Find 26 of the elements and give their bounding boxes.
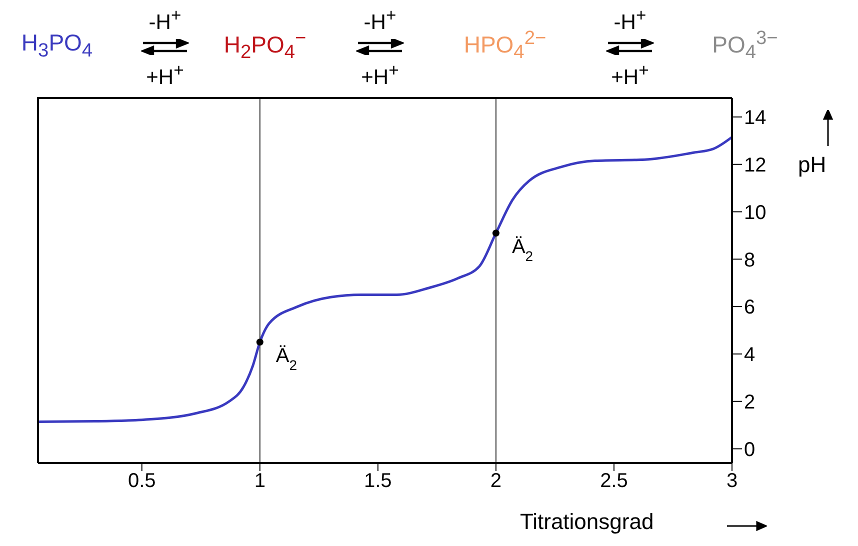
y-tick-label: 0 <box>744 438 756 461</box>
y-tick-label: 2 <box>744 391 756 414</box>
annotation: Ä$_{2}$ <box>512 236 534 264</box>
y-tick-label: 12 <box>744 154 766 176</box>
x-tick-label: 2 <box>490 470 502 492</box>
x-tick-label: 2.5 <box>600 470 628 492</box>
text: +H$^{+}$ <box>361 60 399 90</box>
text: -H$^{+}$ <box>614 5 646 35</box>
text: +H$^{+}$ <box>146 60 184 90</box>
y-tick-label: 8 <box>744 249 756 272</box>
text: -H$^{+}$ <box>148 5 182 35</box>
y-tick-label: 10 <box>744 202 766 224</box>
text: H$_{3}$PO$_{4}$ <box>21 30 93 62</box>
y-axis-title: pH <box>798 152 826 178</box>
text: -H$^{+}$ <box>364 5 396 35</box>
y-tick-label: 4 <box>744 344 756 366</box>
annotation: Ä$_{2}$ <box>276 345 298 374</box>
y-tick-label: 6 <box>744 296 756 319</box>
text: +H$^{+}$ <box>611 60 649 90</box>
x-tick-label: 1.5 <box>364 470 392 492</box>
y-tick-label: 14 <box>744 107 766 130</box>
x-axis-title: Titrationsgrad <box>520 509 654 535</box>
x-tick-label: 0.5 <box>128 470 156 492</box>
x-tick-label: 1 <box>254 470 266 492</box>
x-tick-label: 3 <box>726 470 738 492</box>
line-series <box>38 136 732 424</box>
